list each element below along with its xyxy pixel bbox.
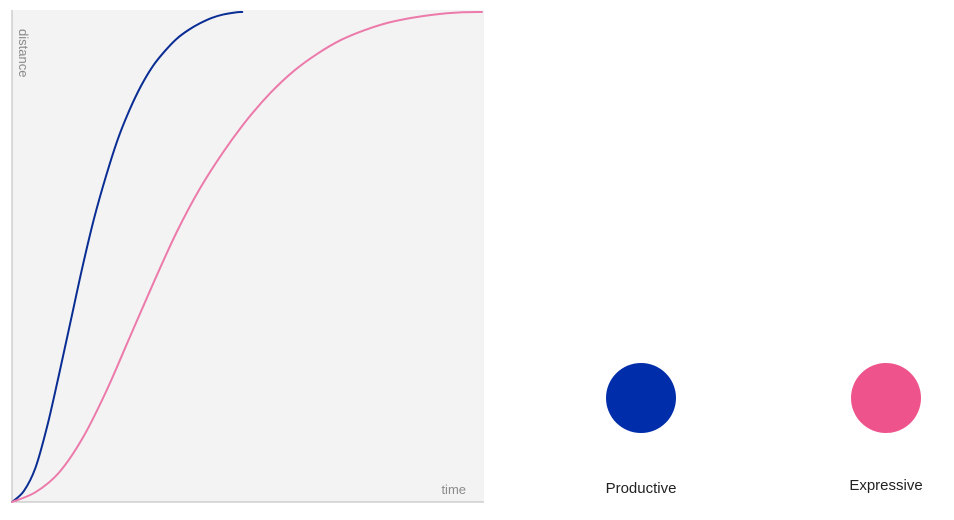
series-line-productive <box>11 11 244 503</box>
x-axis-label: time <box>441 482 466 497</box>
expressive-label: Expressive <box>849 477 923 494</box>
productive-demo <box>581 363 701 433</box>
motion-curve-chart: distance time <box>11 10 484 503</box>
productive-label: Productive <box>605 480 677 497</box>
expressive-demo <box>826 363 946 433</box>
series-line-expressive <box>11 11 483 503</box>
y-axis-label: distance <box>16 29 31 77</box>
series-layer <box>11 11 483 503</box>
plot-background <box>12 10 484 502</box>
expressive-dot <box>851 363 921 433</box>
productive-dot <box>606 363 676 433</box>
